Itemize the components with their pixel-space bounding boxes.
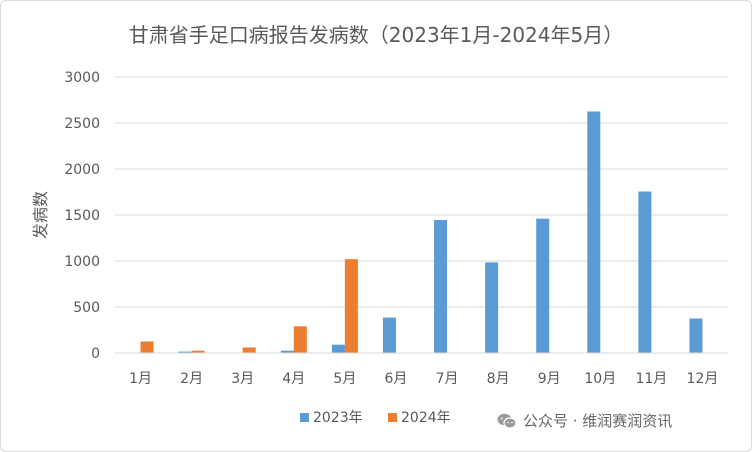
x-tick-label: 12月 — [687, 371, 719, 387]
y-tick-label: 2500 — [64, 116, 100, 132]
y-tick-label: 500 — [73, 300, 100, 316]
bar-series1 — [536, 218, 550, 353]
legend-label: 2023年 — [313, 410, 363, 426]
legend: 2023年 2024年 — [300, 410, 451, 426]
x-tick-label: 1月 — [129, 371, 152, 387]
legend-swatch — [300, 413, 309, 422]
x-tick-label: 9月 — [538, 371, 561, 387]
x-tick-label: 2月 — [180, 371, 203, 387]
x-tick-label: 11月 — [635, 371, 667, 387]
x-tick-label: 7月 — [436, 371, 459, 387]
legend-swatch — [388, 413, 397, 422]
bar-series2 — [140, 341, 154, 353]
x-tick-label: 5月 — [333, 371, 356, 387]
bar-series1 — [280, 350, 294, 353]
y-tick-label: 1000 — [64, 254, 100, 270]
watermark-text: 公众号 · 维润赛润资讯 — [523, 412, 673, 430]
bar-series1 — [485, 262, 499, 353]
chart-title: 甘肃省手足口病报告发病数（2023年1月-2024年5月） — [129, 23, 623, 47]
bar-series1 — [434, 220, 448, 353]
bar-series2 — [293, 326, 307, 353]
x-axis-ticks: 1月 2月 3月 4月 5月 6月 7月 8月 9月 10月 11月 12月 — [129, 371, 718, 387]
y-tick-label: 1500 — [64, 208, 100, 224]
x-tick-label: 4月 — [282, 371, 305, 387]
gridlines — [115, 76, 728, 308]
bar-series1 — [331, 344, 345, 353]
y-tick-label: 2000 — [64, 162, 100, 178]
bar-series1 — [178, 351, 192, 353]
legend-label: 2024年 — [401, 410, 451, 426]
bar-series1 — [382, 317, 396, 353]
bar-series2 — [344, 259, 358, 353]
x-tick-label: 8月 — [487, 371, 510, 387]
watermark: 公众号 · 维润赛润资讯 — [497, 410, 672, 431]
wechat-icon — [497, 413, 517, 429]
x-tick-label: 3月 — [231, 371, 254, 387]
x-tick-label: 10月 — [584, 371, 616, 387]
y-tick-label: 3000 — [64, 70, 100, 86]
x-tick-label: 6月 — [384, 371, 407, 387]
bar-series1 — [689, 318, 703, 353]
bar-series2 — [191, 350, 205, 353]
y-axis-ticks: 0 500 1000 1500 2000 2500 3000 — [64, 70, 100, 362]
bar-series2 — [242, 347, 256, 353]
bars — [140, 111, 703, 353]
y-axis-label: 发病数 — [31, 191, 50, 239]
bar-series1 — [638, 191, 652, 353]
bar-series1 — [587, 111, 601, 353]
y-tick-label: 0 — [91, 346, 100, 362]
